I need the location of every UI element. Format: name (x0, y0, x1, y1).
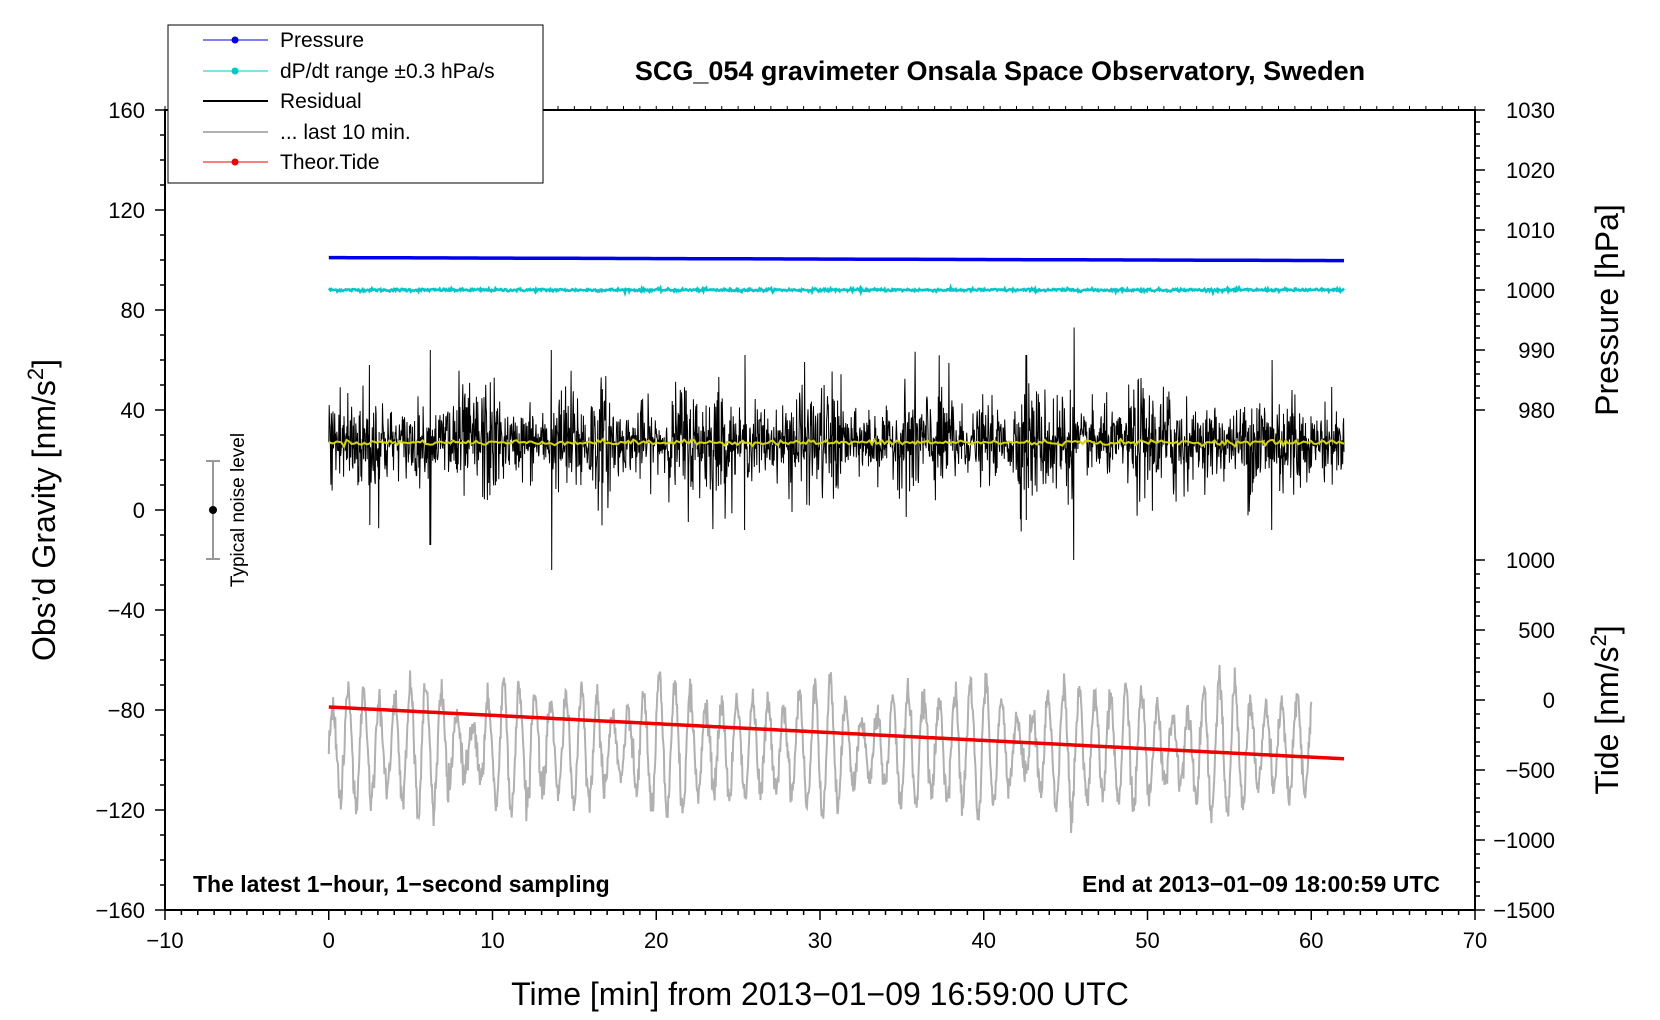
pressure-axis-title: Pressure [hPa] (1589, 204, 1625, 416)
legend-residual-label: Residual (280, 90, 362, 113)
pressure-tick-label: 1010 (1506, 218, 1555, 243)
theoretical-tide-series (328, 705, 1345, 761)
tide-tick-label: −1000 (1493, 828, 1555, 853)
legend-pressure-marker (231, 36, 239, 44)
theoretical-tide-line (328, 705, 1345, 761)
axis-ticks (155, 106, 1485, 920)
running-mean-line (328, 437, 1345, 449)
last-10-min-line (327, 664, 1313, 834)
legend-last10-label: ... last 10 min. (280, 121, 411, 144)
tide-tick-label: −1500 (1493, 898, 1555, 923)
pressure-tick-label: 1020 (1506, 158, 1555, 183)
pressure-tick-label: 990 (1518, 338, 1555, 363)
annotation-end-time: End at 2013−01−09 18:00:59 UTC (1082, 871, 1440, 897)
x-tick-label: 30 (808, 928, 832, 953)
legend-dpdt-marker (231, 67, 239, 75)
tide-tick-label: 1000 (1506, 548, 1555, 573)
last-10-min-series (327, 664, 1313, 834)
pressure-tick-label: 980 (1518, 398, 1555, 423)
y-tick-label: 40 (121, 398, 145, 423)
pressure-line (328, 255, 1344, 263)
x-axis-title: Time [min] from 2013−01−09 16:59:00 UTC (511, 976, 1129, 1012)
y-tick-label: 160 (108, 98, 145, 123)
pressure-tick-labels: 1030 1020 1010 1000 990 980 (1506, 98, 1555, 423)
y-tick-label: 80 (121, 298, 145, 323)
y-tick-label: −80 (108, 698, 145, 723)
legend-pressure-label: Pressure (280, 29, 364, 52)
tide-tick-label: −500 (1505, 758, 1555, 783)
dpdt-series (327, 283, 1345, 298)
pressure-tick-label: 1030 (1506, 98, 1555, 123)
noise-bar-center (209, 506, 217, 514)
residual-series (328, 327, 1345, 571)
x-tick-label: 20 (644, 928, 668, 953)
y-axis-title: Obs’d Gravity [nm/s2] (23, 359, 62, 661)
chart-title: SCG_054 gravimeter Onsala Space Observat… (635, 56, 1365, 86)
tide-tick-label: 0 (1543, 688, 1555, 713)
noise-level-indicator (206, 460, 220, 560)
y-tick-label: −160 (95, 898, 145, 923)
annotation-latest-hour: The latest 1−hour, 1−second sampling (193, 871, 610, 897)
legend-tide-label: Theor.Tide (280, 151, 380, 174)
x-tick-label: 40 (972, 928, 996, 953)
x-tick-label: −10 (146, 928, 183, 953)
legend-box (167, 24, 544, 184)
x-tick-label: 0 (323, 928, 335, 953)
tide-tick-label: 500 (1518, 618, 1555, 643)
pressure-tick-label: 1000 (1506, 278, 1555, 303)
x-tick-label: 60 (1299, 928, 1323, 953)
x-tick-label: 70 (1463, 928, 1487, 953)
dpdt-line (327, 283, 1345, 298)
legend-dpdt-label: dP/dt range ±0.3 hPa/s (280, 60, 495, 83)
pressure-series (328, 255, 1344, 263)
x-tick-label: 50 (1135, 928, 1159, 953)
y-tick-labels: 160 120 80 40 0 −40 −80 −120 −160 (95, 98, 145, 923)
tide-axis-title: Tide [nm/s2] (1586, 625, 1625, 794)
y-tick-label: 120 (108, 198, 145, 223)
residual-line (328, 327, 1345, 571)
legend-tide-marker (231, 158, 239, 166)
y-tick-label: −120 (95, 798, 145, 823)
y-tick-label: 0 (133, 498, 145, 523)
x-tick-label: 10 (480, 928, 504, 953)
x-tick-labels: −10 0 10 20 30 40 50 60 70 (146, 928, 1487, 953)
y-tick-label: −40 (108, 598, 145, 623)
tide-tick-labels: 1000 500 0 −500 −1000 −1500 (1493, 548, 1555, 923)
legend: Pressure dP/dt range ±0.3 hPa/s Residual… (167, 24, 544, 184)
noise-level-label: Typical noise level (228, 433, 249, 587)
running-mean-series (328, 437, 1345, 449)
